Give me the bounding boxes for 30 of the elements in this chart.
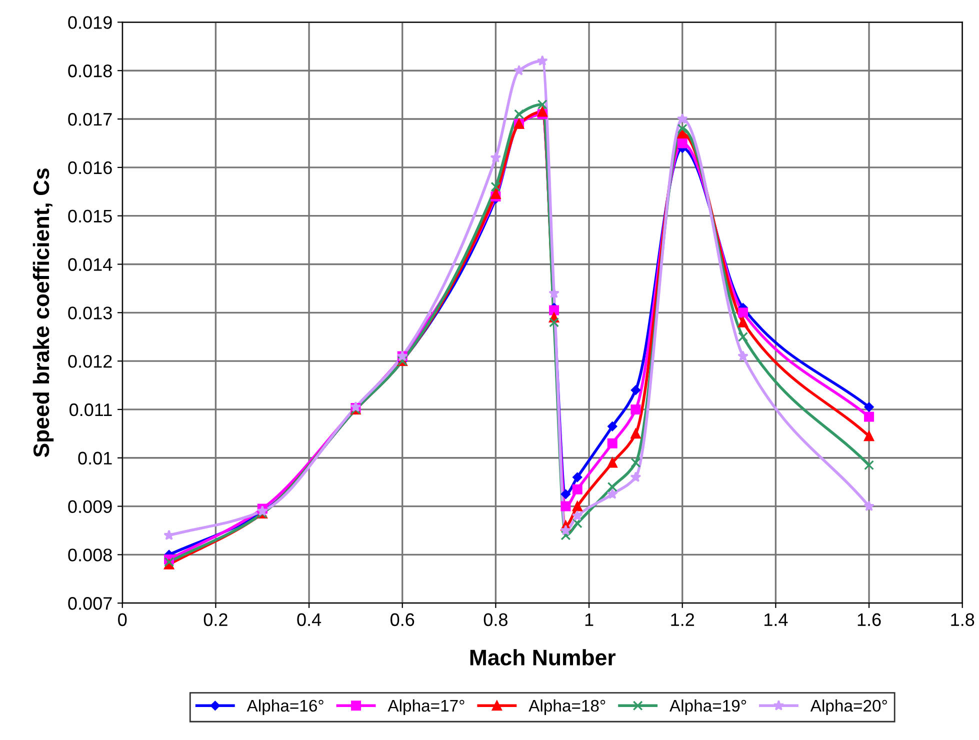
x-tick-label: 0 — [118, 613, 127, 626]
x-tick-label: 0.4 — [297, 613, 322, 626]
y-tick-label: 0.012 — [68, 354, 112, 368]
y-axis-title: Speed brake coefficient, Cs — [32, 168, 54, 458]
x-tick-label: 1.4 — [764, 613, 788, 626]
legend-label: Alpha=17° — [388, 699, 464, 715]
legend-label: Alpha=20° — [810, 699, 887, 715]
x-tick-label: 1.8 — [951, 613, 974, 626]
x-tick-label: 0.2 — [204, 613, 228, 626]
y-tick-label: 0.008 — [68, 548, 112, 562]
y-tick-label: 0.014 — [68, 258, 112, 271]
y-tick-label: 0.016 — [68, 161, 112, 174]
y-tick-label: 0.019 — [68, 16, 112, 29]
y-tick-label: 0.007 — [68, 597, 112, 610]
x-tick-label: 1.6 — [858, 613, 881, 626]
y-tick-label: 0.015 — [68, 210, 112, 223]
y-tick-label: 0.01 — [78, 452, 112, 465]
legend-label: Alpha=19° — [670, 699, 746, 715]
x-tick-label: 1.2 — [671, 613, 694, 626]
legend-label: Alpha=18° — [528, 699, 606, 715]
y-tick-label: 0.009 — [68, 500, 112, 514]
y-tick-label: 0.018 — [68, 64, 112, 78]
y-tick-label: 0.011 — [70, 403, 112, 416]
y-tick-label: 0.017 — [68, 112, 112, 126]
x-axis-title: Mach Number — [470, 649, 616, 666]
x-tick-label: 0.8 — [484, 613, 508, 626]
legend-label: Alpha=16° — [246, 699, 324, 715]
x-tick-label: 0.6 — [390, 613, 414, 626]
x-tick-label: 1 — [585, 613, 594, 626]
y-tick-label: 0.013 — [68, 306, 112, 320]
